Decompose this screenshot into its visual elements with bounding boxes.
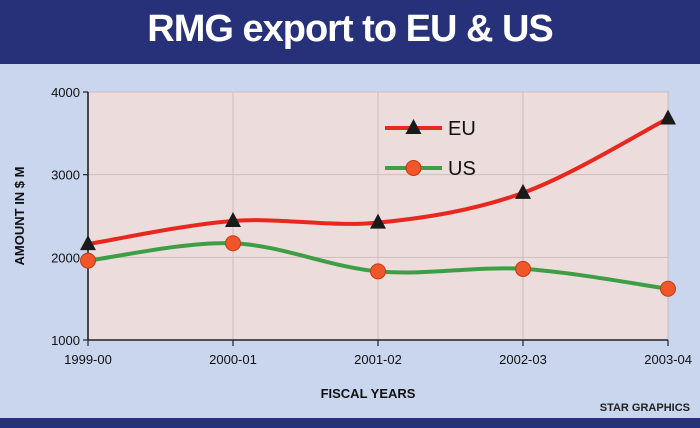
legend-marker-eu [405,119,422,134]
legend-label-eu: EU [448,118,476,140]
data-point-eu [515,183,531,199]
x-axis-ticks: 1999-00 2000-01 2001-02 2002-03 2003-04 [64,340,692,367]
y-axis-ticks: 1000 2000 3000 4000 [51,85,88,348]
x-tick-label: 2003-04 [644,352,692,367]
data-point-eu [225,211,241,227]
x-tick-label: 1999-00 [64,352,112,367]
legend-marker-us [405,160,422,176]
y-axis-label: AMOUNT IN $ M [12,167,27,266]
x-tick-label: 2001-02 [354,352,402,367]
data-point-eu [660,109,676,125]
bottom-bar [0,418,700,428]
data-point-us [660,280,676,297]
data-point-eu [80,235,96,251]
data-point-us [515,260,531,277]
credit-text: STAR GRAPHICS [600,402,690,414]
data-point-us [370,263,386,280]
y-tick-label: 1000 [51,333,80,348]
series-layer [80,109,676,297]
line-chart: 1000 2000 3000 4000 1999-00 2000-01 2001-02 20… [12,85,692,414]
data-point-us [225,235,241,252]
legend: EU US [385,118,476,180]
x-tick-label: 2002-03 [499,352,547,367]
y-tick-label: 3000 [51,168,80,183]
title-bar: RMG export to EU & US [0,0,700,64]
data-point-us [80,252,96,269]
x-tick-label: 2000-01 [209,352,257,367]
x-axis-label: FISCAL YEARS [321,386,416,401]
legend-label-us: US [448,158,476,180]
y-tick-label: 4000 [51,85,80,100]
y-tick-label: 2000 [51,250,80,265]
data-point-eu [370,213,386,229]
chart-title: RMG export to EU & US [147,8,553,50]
